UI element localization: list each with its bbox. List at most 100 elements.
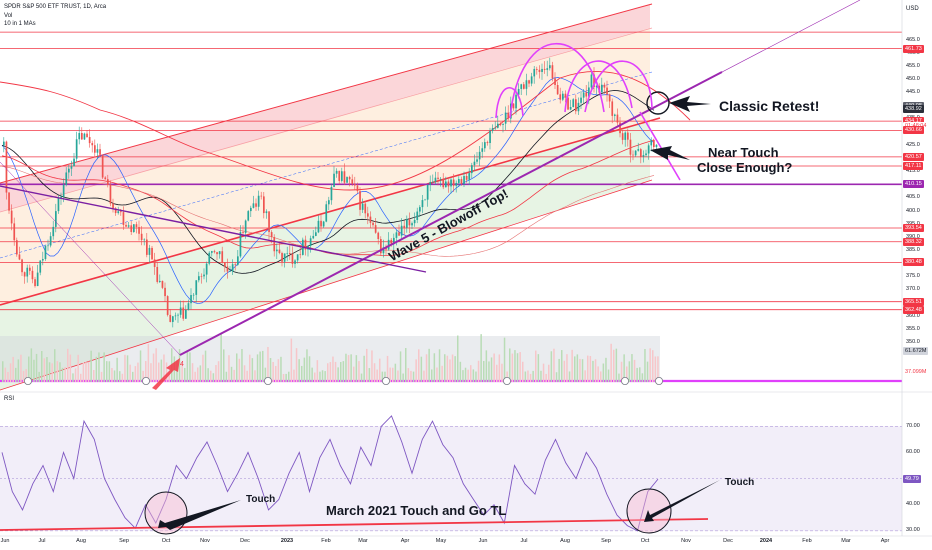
candle-body — [619, 122, 621, 134]
candle-body — [47, 245, 49, 247]
volume-bar — [618, 373, 620, 382]
candle-body — [471, 165, 473, 174]
volume-bar — [228, 355, 230, 382]
chart-title: SPDR S&P 500 ETF TRUST, 1D, Arca — [4, 4, 107, 10]
volume-bar — [576, 354, 579, 382]
candle-body — [36, 272, 39, 287]
volume-bar — [600, 371, 602, 382]
price-tick-label: 465.0 — [906, 36, 920, 43]
candle-body — [361, 203, 364, 210]
volume-bar — [488, 361, 490, 382]
candle-body — [16, 240, 18, 255]
candle-body — [151, 247, 153, 260]
candle-body — [595, 85, 598, 88]
candle-body — [315, 232, 317, 236]
volume-bar — [160, 359, 163, 382]
price-level-label: 434.17 — [903, 117, 924, 126]
volume-bar — [340, 362, 342, 382]
candle-body — [81, 133, 83, 140]
candle-body — [593, 74, 595, 88]
price-level-label: 388.32 — [903, 237, 924, 246]
candle-body — [322, 221, 325, 227]
candle-body — [533, 68, 536, 77]
volume-bar — [132, 371, 134, 382]
volume-bar — [288, 371, 290, 382]
candle-body — [164, 287, 166, 297]
volume-bar — [589, 356, 592, 382]
ma-short — [1, 77, 655, 305]
price-tick-label: 460.0 — [906, 49, 920, 56]
candle-body — [320, 220, 322, 227]
volume-bar — [80, 373, 82, 382]
volume-bar — [329, 362, 332, 382]
annotation-near-touch: Near Touch — [708, 145, 779, 160]
volume-bar — [472, 369, 475, 382]
candle-body — [616, 114, 619, 123]
candle-body — [179, 307, 182, 315]
candle-body — [143, 239, 146, 241]
candle-body — [372, 222, 374, 226]
candle-body — [65, 172, 68, 185]
price-level-label: 362.48 — [903, 305, 924, 314]
price-tick-label: 360.0 — [906, 312, 920, 319]
rsi-tick-label: 60.00 — [906, 448, 920, 455]
breakdown-line — [639, 111, 681, 181]
volume-bar — [243, 365, 246, 382]
volume-bar — [574, 356, 576, 382]
volume-bar — [392, 367, 394, 382]
volume-bar — [264, 367, 267, 382]
candle-body — [44, 245, 47, 259]
time-tick-label: Sep — [119, 538, 129, 544]
candle-body — [572, 99, 575, 108]
candles — [3, 57, 658, 328]
candle-body — [647, 145, 650, 154]
candle-body — [473, 161, 476, 166]
volume-bar — [438, 349, 441, 382]
volume-bar — [67, 348, 69, 382]
volume-bar — [254, 370, 256, 382]
candle-body — [75, 139, 78, 159]
candle-body — [348, 177, 351, 180]
candle-body — [406, 219, 408, 228]
candle-body — [231, 264, 234, 272]
volume-bar — [373, 363, 376, 382]
volume-bar — [444, 354, 446, 382]
volume-bar — [303, 357, 306, 382]
candle-body — [621, 133, 624, 140]
volume-bar — [639, 367, 641, 382]
candle-body — [380, 239, 382, 254]
volume-bar — [529, 373, 532, 382]
candle-body — [91, 143, 94, 146]
candle-body — [346, 177, 348, 183]
price-level-label: 380.48 — [903, 258, 924, 267]
volume-bar — [43, 358, 46, 382]
candle-body — [172, 316, 174, 322]
candle-body — [55, 211, 57, 227]
candle-body — [398, 232, 400, 236]
volume-bar — [410, 370, 412, 382]
candle-body — [187, 303, 190, 310]
volume-bar — [563, 360, 566, 382]
candle-body — [463, 176, 465, 185]
volume-bar — [20, 354, 22, 382]
event-marker — [263, 376, 272, 385]
candle-body — [169, 314, 172, 322]
volume-bar — [106, 361, 108, 382]
time-tick-label: Oct — [161, 538, 171, 544]
price-tick-label: 455.0 — [906, 62, 920, 69]
candle-body — [192, 294, 195, 296]
price-tick-label: 400.0 — [906, 207, 920, 214]
volume-bar — [485, 350, 488, 382]
candle-body — [96, 149, 99, 153]
annotation-arrows — [152, 96, 720, 530]
candle-body — [367, 213, 369, 217]
time-tick-label: Nov — [200, 538, 210, 544]
candle-body — [3, 141, 5, 146]
volume-bar — [15, 367, 17, 382]
volume-bar — [163, 354, 165, 382]
volume-bar — [332, 356, 334, 382]
volume-bar — [519, 352, 521, 382]
volume-bar — [327, 363, 329, 382]
volume-bar — [384, 371, 386, 382]
volume-bar — [514, 350, 516, 382]
